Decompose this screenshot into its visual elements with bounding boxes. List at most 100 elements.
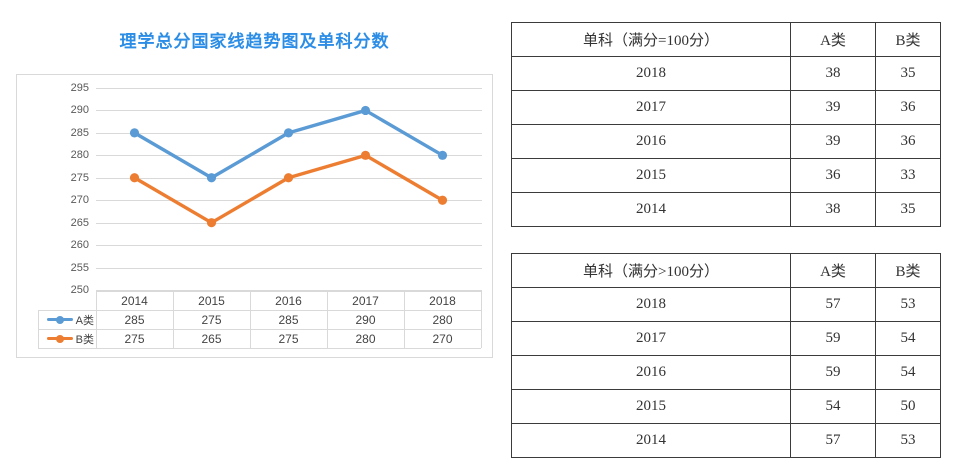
trend-line-chart: 295 290 285 280 275 270 265 260 255 250 2014 2015 20… xyxy=(16,74,493,358)
table-title: 单科（满分=100分） xyxy=(511,22,791,57)
legend-item: A类 xyxy=(38,310,96,329)
chart-table-value-cell: 280 xyxy=(432,313,453,327)
data-point-marker xyxy=(360,105,371,116)
chart-table-value-cell: 285 xyxy=(124,313,145,327)
year-cell: 2014 xyxy=(511,192,791,227)
table-row: 2015 36 33 xyxy=(511,158,941,193)
gridline xyxy=(96,290,482,291)
chart-table-value-cell: 265 xyxy=(201,332,222,346)
score-a-cell: 57 xyxy=(790,287,876,322)
table-border xyxy=(96,291,97,348)
y-tick-label: 290 xyxy=(70,104,89,117)
legend-dot-icon xyxy=(55,334,64,343)
table-border xyxy=(404,291,405,348)
score-b-cell: 53 xyxy=(875,287,941,322)
gridline xyxy=(96,200,482,202)
series-line-B类 xyxy=(132,153,445,225)
gridline xyxy=(96,155,482,157)
table-border xyxy=(327,291,328,348)
table-row: 2017 59 54 xyxy=(511,321,941,356)
score-b-cell: 54 xyxy=(875,355,941,390)
col-header-b: B类 xyxy=(875,22,941,57)
table-border xyxy=(38,329,481,330)
col-header-a: A类 xyxy=(790,22,876,57)
table-border xyxy=(38,348,481,349)
score-a-cell: 54 xyxy=(790,389,876,424)
data-point-marker xyxy=(437,150,448,160)
chart-table-value-cell: 285 xyxy=(278,313,299,327)
y-tick-label: 265 xyxy=(70,216,89,229)
year-cell: 2017 xyxy=(511,90,791,125)
legend-dot-icon xyxy=(55,315,64,324)
score-b-cell: 33 xyxy=(875,158,941,193)
chart-table-year-cell: 2015 xyxy=(198,294,225,308)
gridline xyxy=(96,88,482,89)
data-point-marker xyxy=(283,173,294,183)
gridline xyxy=(96,110,482,112)
col-header-b: B类 xyxy=(875,253,941,288)
table-row: 2018 38 35 xyxy=(511,56,941,91)
legend-label: A类 xyxy=(75,314,94,327)
legend-label: B类 xyxy=(75,333,94,346)
series-line-A类 xyxy=(132,108,445,180)
y-tick-label: 275 xyxy=(70,171,89,184)
gridline xyxy=(96,245,482,247)
data-point-marker xyxy=(129,173,140,183)
legend-item: B类 xyxy=(38,329,96,348)
year-cell: 2018 xyxy=(511,287,791,322)
table-border xyxy=(481,291,482,348)
y-tick-label: 270 xyxy=(70,194,89,207)
chart-table-year-cell: 2018 xyxy=(429,294,456,308)
y-tick-label: 255 xyxy=(70,261,89,274)
score-b-cell: 35 xyxy=(875,192,941,227)
chart-table-value-cell: 275 xyxy=(201,313,222,327)
score-b-cell: 35 xyxy=(875,56,941,91)
chart-table-value-cell: 275 xyxy=(278,332,299,346)
score-a-cell: 59 xyxy=(790,355,876,390)
score-b-cell: 36 xyxy=(875,90,941,125)
chart-table-value-cell: 275 xyxy=(124,332,145,346)
table-row: 2016 39 36 xyxy=(511,124,941,159)
year-cell: 2014 xyxy=(511,423,791,458)
score-b-cell: 50 xyxy=(875,389,941,424)
y-tick-label: 250 xyxy=(70,284,89,296)
table-border xyxy=(96,291,481,292)
data-point-marker xyxy=(360,150,371,160)
legend-line-marker-icon xyxy=(46,315,73,324)
table-border xyxy=(250,291,251,348)
table-single-subject-over100: 单科（满分>100分） A类 B类 2018 57 53 2017 59 54 … xyxy=(511,253,941,458)
table-title: 单科（满分>100分） xyxy=(511,253,791,288)
year-cell: 2018 xyxy=(511,56,791,91)
table-border xyxy=(38,310,39,348)
table-row: 2016 59 54 xyxy=(511,355,941,390)
year-cell: 2015 xyxy=(511,389,791,424)
score-b-cell: 36 xyxy=(875,124,941,159)
data-point-marker xyxy=(437,195,448,205)
col-header-a: A类 xyxy=(790,253,876,288)
table-row: 2014 38 35 xyxy=(511,192,941,227)
chart-table-year-cell: 2016 xyxy=(275,294,302,308)
chart-table-value-cell: 280 xyxy=(355,332,376,346)
year-cell: 2015 xyxy=(511,158,791,193)
table-single-subject-max100: 单科（满分=100分） A类 B类 2018 38 35 2017 39 36 … xyxy=(511,22,941,227)
chart-table-year-cell: 2017 xyxy=(352,294,379,308)
score-a-cell: 38 xyxy=(790,192,876,227)
table-border xyxy=(38,310,481,311)
score-a-cell: 39 xyxy=(790,124,876,159)
chart-plot-area xyxy=(129,105,448,228)
table-row: 2014 57 53 xyxy=(511,423,941,458)
chart-table-value-cell: 290 xyxy=(355,313,376,327)
chart-title: 理学总分国家线趋势图及单科分数 xyxy=(119,32,390,51)
score-a-cell: 38 xyxy=(790,56,876,91)
score-b-cell: 53 xyxy=(875,423,941,458)
data-point-marker xyxy=(206,173,217,183)
table-border xyxy=(173,291,174,348)
score-a-cell: 59 xyxy=(790,321,876,356)
score-a-cell: 39 xyxy=(790,90,876,125)
gridline xyxy=(96,222,482,224)
data-point-marker xyxy=(206,218,217,228)
data-point-marker xyxy=(129,128,140,138)
table-header-row: 单科（满分>100分） A类 B类 xyxy=(511,253,941,288)
score-a-cell: 57 xyxy=(790,423,876,458)
table-header-row: 单科（满分=100分） A类 B类 xyxy=(511,22,941,57)
